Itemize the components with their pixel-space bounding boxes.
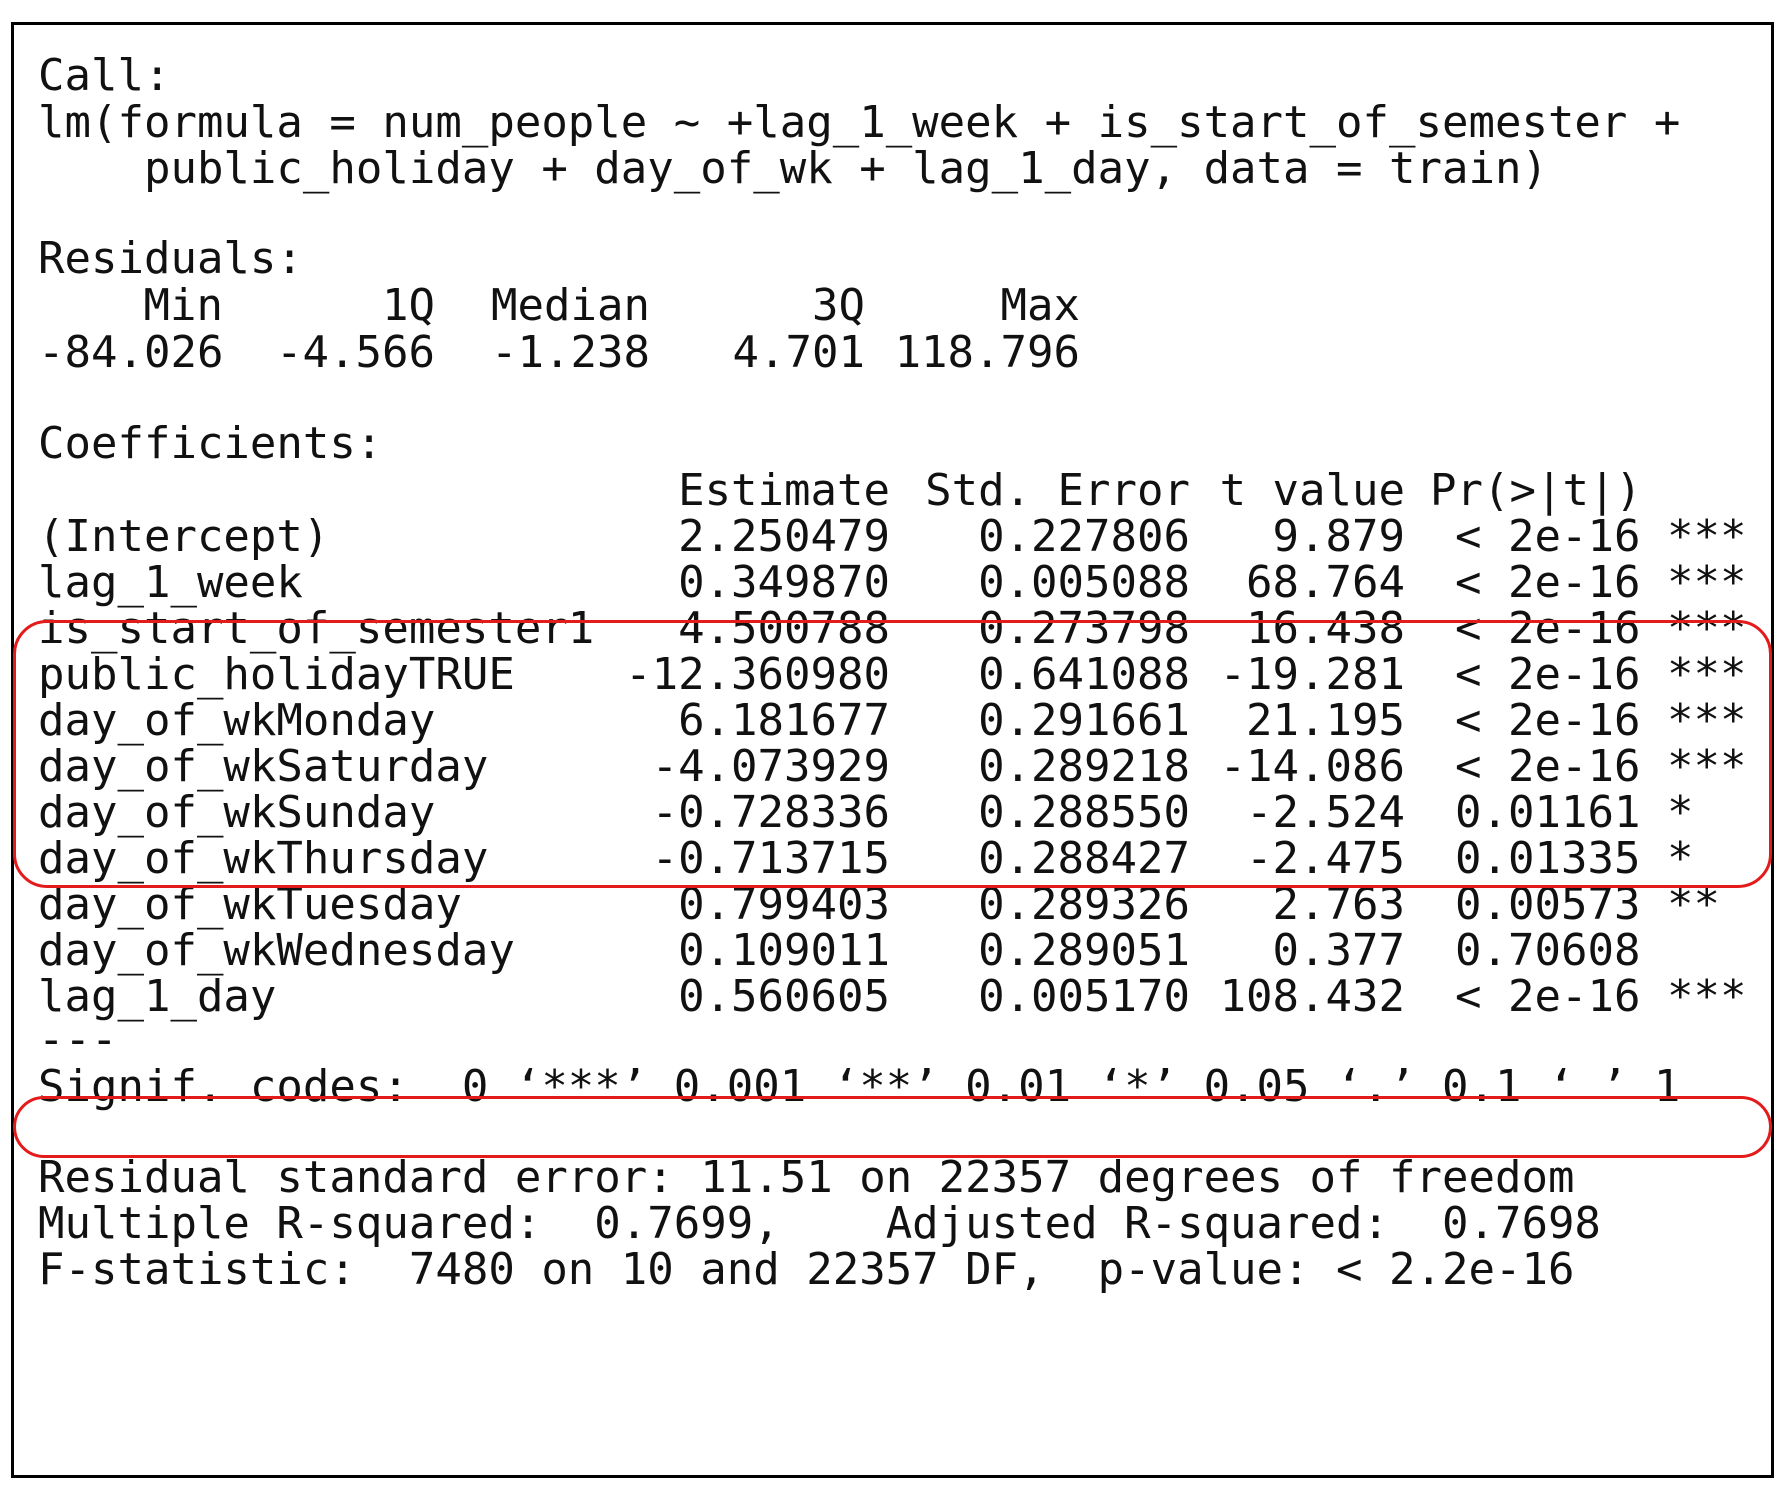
coef-std-error: 0.289051 bbox=[978, 925, 1190, 976]
coef-p-value: 0.01335 bbox=[1455, 833, 1641, 884]
coef-term: day_of_wkTuesday bbox=[38, 879, 462, 930]
coef-estimate: 2.250479 bbox=[678, 511, 890, 562]
coef-std-error: 0.288550 bbox=[978, 787, 1190, 838]
coef-estimate: -0.713715 bbox=[651, 833, 890, 884]
coef-header-p-value: Pr(>|t|) bbox=[1430, 465, 1642, 516]
coef-signif: *** bbox=[1667, 603, 1747, 654]
coef-p-value: 0.70608 bbox=[1455, 925, 1641, 976]
coef-signif: *** bbox=[1667, 511, 1747, 562]
residual-value-min: -84.026 bbox=[38, 327, 224, 378]
coef-p-value: < 2e-16 bbox=[1455, 741, 1641, 792]
coef-term: is_start_of_semester1 bbox=[38, 603, 595, 654]
coef-t-value: -2.524 bbox=[1246, 787, 1405, 838]
coef-signif: *** bbox=[1667, 741, 1747, 792]
r-output-panel bbox=[11, 22, 1774, 1478]
coef-t-value: -19.281 bbox=[1219, 649, 1405, 700]
coef-p-value: < 2e-16 bbox=[1455, 649, 1641, 700]
coef-signif: *** bbox=[1667, 649, 1747, 700]
residual-value-max: 118.796 bbox=[894, 327, 1080, 378]
coef-p-value: < 2e-16 bbox=[1455, 511, 1641, 562]
coefficients-label: Coefficients: bbox=[38, 418, 383, 469]
coef-t-value: 16.438 bbox=[1246, 603, 1405, 654]
coef-t-value: 68.764 bbox=[1246, 557, 1405, 608]
coef-term: day_of_wkSaturday bbox=[38, 741, 489, 792]
coef-t-value: 108.432 bbox=[1219, 971, 1405, 1022]
coef-t-value: 9.879 bbox=[1272, 511, 1405, 562]
coef-term: lag_1_day bbox=[38, 971, 277, 1022]
coef-std-error: 0.288427 bbox=[978, 833, 1190, 884]
residual-header-median: Median bbox=[491, 280, 650, 331]
coef-std-error: 0.641088 bbox=[978, 649, 1190, 700]
coef-std-error: 0.227806 bbox=[978, 511, 1190, 562]
separator-line: --- bbox=[38, 1014, 118, 1065]
coef-t-value: 21.195 bbox=[1246, 695, 1405, 746]
coef-term: day_of_wkSunday bbox=[38, 787, 436, 838]
coef-header-t-value: t value bbox=[1219, 465, 1405, 516]
coef-term: public_holidayTRUE bbox=[38, 649, 515, 700]
coef-estimate: 0.560605 bbox=[678, 971, 890, 1022]
coef-signif bbox=[1667, 925, 1747, 977]
coef-estimate: 6.181677 bbox=[678, 695, 890, 746]
coef-signif: * bbox=[1667, 787, 1694, 838]
coef-p-value: < 2e-16 bbox=[1455, 557, 1641, 608]
coef-std-error: 0.005088 bbox=[978, 557, 1190, 608]
residual-value-3q: 4.701 bbox=[732, 327, 865, 378]
coef-header-std-error: Std. Error bbox=[925, 465, 1190, 516]
coef-p-value: < 2e-16 bbox=[1455, 971, 1641, 1022]
residual-header-1q: 1Q bbox=[382, 280, 435, 331]
residuals-label: Residuals: bbox=[38, 233, 303, 284]
coef-std-error: 0.291661 bbox=[978, 695, 1190, 746]
coef-t-value: 2.763 bbox=[1272, 879, 1405, 930]
coef-estimate: -0.728336 bbox=[651, 787, 890, 838]
coef-signif: *** bbox=[1667, 695, 1747, 746]
residual-value-median: -1.238 bbox=[491, 327, 650, 378]
coef-term: day_of_wkWednesday bbox=[38, 925, 515, 976]
f-statistic-line: F-statistic: 7480 on 10 and 22357 DF, p-… bbox=[38, 1244, 1575, 1295]
coef-signif: * bbox=[1667, 833, 1694, 884]
coef-term: day_of_wkThursday bbox=[38, 833, 489, 884]
coef-term: lag_1_week bbox=[38, 557, 303, 608]
coef-signif: *** bbox=[1667, 971, 1747, 1022]
r-squared-line: Multiple R-squared: 0.7699, Adjusted R-s… bbox=[38, 1198, 1601, 1249]
coef-signif: *** bbox=[1667, 557, 1747, 608]
coef-estimate: 0.799403 bbox=[678, 879, 890, 930]
coef-std-error: 0.005170 bbox=[978, 971, 1190, 1022]
residual-header-max: Max bbox=[1000, 280, 1080, 331]
residual-header-3q: 3Q bbox=[812, 280, 865, 331]
signif-codes: Signif. codes: 0 ‘***’ 0.001 ‘**’ 0.01 ‘… bbox=[38, 1061, 1681, 1112]
coef-t-value: -14.086 bbox=[1219, 741, 1405, 792]
call-label: Call: bbox=[38, 50, 171, 101]
coef-estimate: 0.349870 bbox=[678, 557, 890, 608]
coef-term: (Intercept) bbox=[38, 511, 330, 562]
coef-header-estimate: Estimate bbox=[678, 465, 890, 516]
coef-estimate: 0.109011 bbox=[678, 925, 890, 976]
coef-p-value: < 2e-16 bbox=[1455, 695, 1641, 746]
coef-p-value: 0.01161 bbox=[1455, 787, 1641, 838]
coef-estimate: -12.360980 bbox=[625, 649, 890, 700]
coef-estimate: -4.073929 bbox=[651, 741, 890, 792]
call-formula-line-1: lm(formula = num_people ~ +lag_1_week + … bbox=[38, 97, 1681, 148]
coef-estimate: 4.500788 bbox=[678, 603, 890, 654]
residual-value-1q: -4.566 bbox=[276, 327, 435, 378]
coef-term: day_of_wkMonday bbox=[38, 695, 436, 746]
call-formula-line-2: public_holiday + day_of_wk + lag_1_day, … bbox=[38, 143, 1548, 194]
coef-signif: ** bbox=[1667, 879, 1720, 930]
coef-t-value: -2.475 bbox=[1246, 833, 1405, 884]
coef-std-error: 0.289218 bbox=[978, 741, 1190, 792]
coef-std-error: 0.289326 bbox=[978, 879, 1190, 930]
residual-header-min: Min bbox=[143, 280, 223, 331]
coef-p-value: < 2e-16 bbox=[1455, 603, 1641, 654]
coef-p-value: 0.00573 bbox=[1455, 879, 1641, 930]
residual-standard-error: Residual standard error: 11.51 on 22357 … bbox=[38, 1152, 1575, 1203]
coef-std-error: 0.273798 bbox=[978, 603, 1190, 654]
coef-t-value: 0.377 bbox=[1272, 925, 1405, 976]
